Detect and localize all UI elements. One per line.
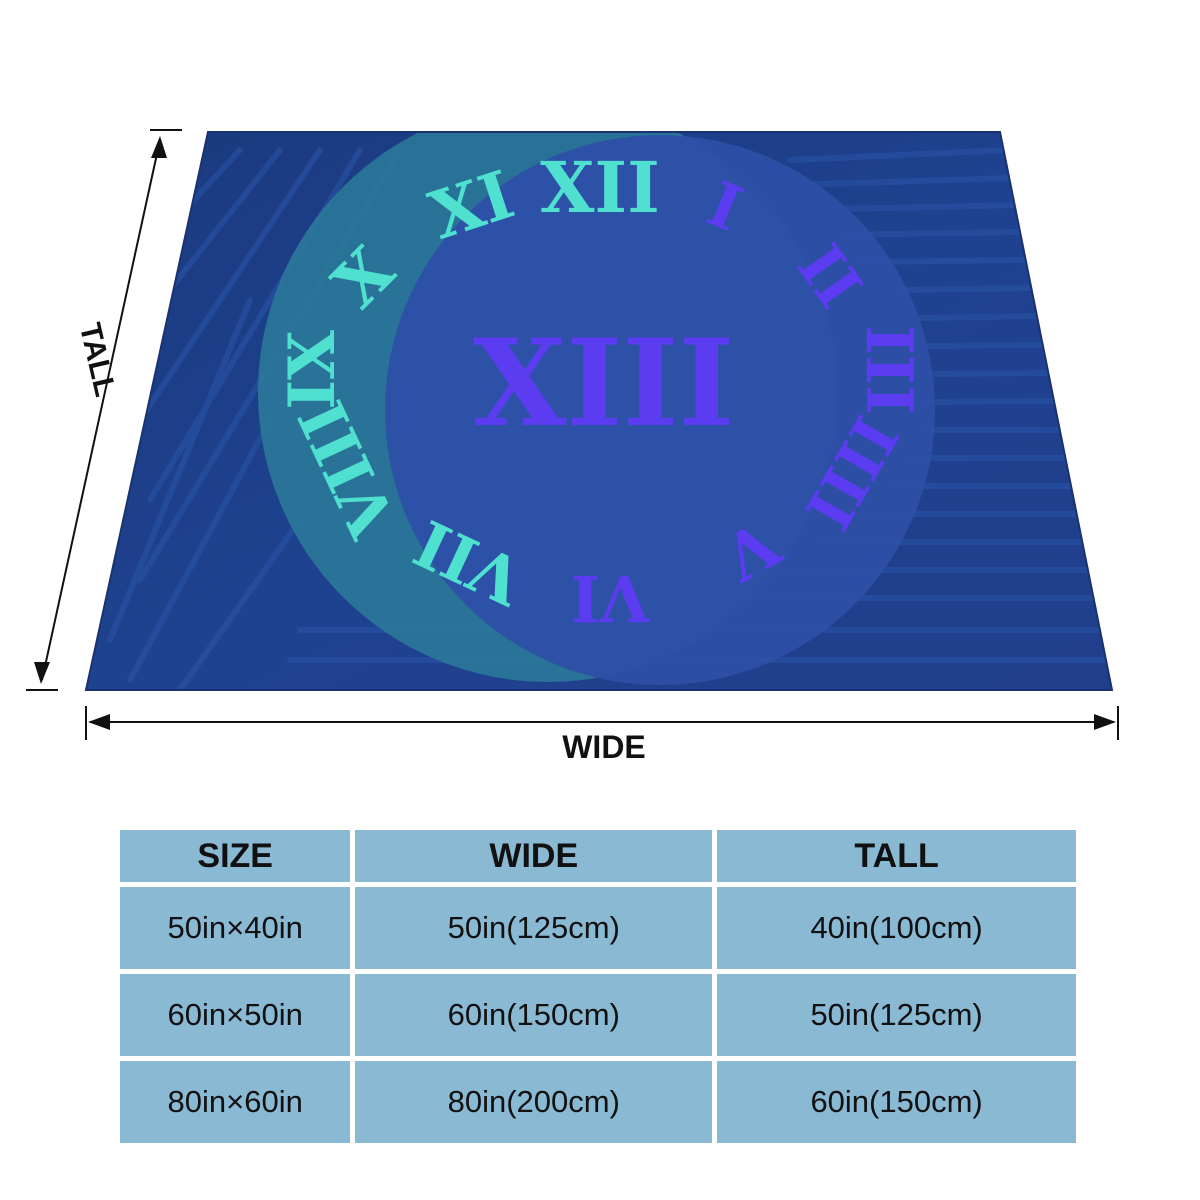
numeral-xiii: XIII xyxy=(473,313,735,454)
numeral-vi: VI xyxy=(570,560,651,635)
tall-cell: 60in(150cm) xyxy=(717,1061,1076,1143)
width-dimension-arrow xyxy=(85,706,1119,740)
numeral-xii: XII xyxy=(540,146,660,229)
wide-cell: 60in(150cm) xyxy=(355,974,713,1056)
table-row: 50in×40in 50in(125cm) 40in(100cm) xyxy=(120,887,1076,969)
height-label: TALL xyxy=(73,320,122,400)
table-row: 80in×60in 80in(200cm) 60in(150cm) xyxy=(120,1061,1076,1143)
table-header-row: SIZE WIDE TALL xyxy=(120,830,1076,882)
height-dimension-arrow xyxy=(26,129,182,691)
numeral-ix: IX xyxy=(275,330,350,410)
wide-cell: 50in(125cm) xyxy=(355,887,713,969)
tall-cell: 40in(100cm) xyxy=(717,887,1076,969)
size-cell: 80in×60in xyxy=(120,1061,351,1143)
size-cell: 60in×50in xyxy=(120,974,351,1056)
size-cell: 50in×40in xyxy=(120,887,351,969)
header-size: SIZE xyxy=(120,830,351,882)
size-chart-table: SIZE WIDE TALL 50in×40in 50in(125cm) 40i… xyxy=(115,825,1081,1148)
inner-clock-disc xyxy=(385,135,935,685)
header-tall: TALL xyxy=(717,830,1076,882)
header-wide: WIDE xyxy=(355,830,713,882)
numeral-iii: III xyxy=(851,325,926,415)
width-label: WIDE xyxy=(562,729,646,765)
wide-cell: 80in(200cm) xyxy=(355,1061,713,1143)
table-row: 60in×50in 60in(150cm) 50in(125cm) xyxy=(120,974,1076,1056)
product-illustration: XI XII I II X XIII III IX VIII IIII VII … xyxy=(26,129,1119,765)
blanket-image: XI XII I II X XIII III IX VIII IIII VII … xyxy=(84,131,1114,691)
tall-cell: 50in(125cm) xyxy=(717,974,1076,1056)
